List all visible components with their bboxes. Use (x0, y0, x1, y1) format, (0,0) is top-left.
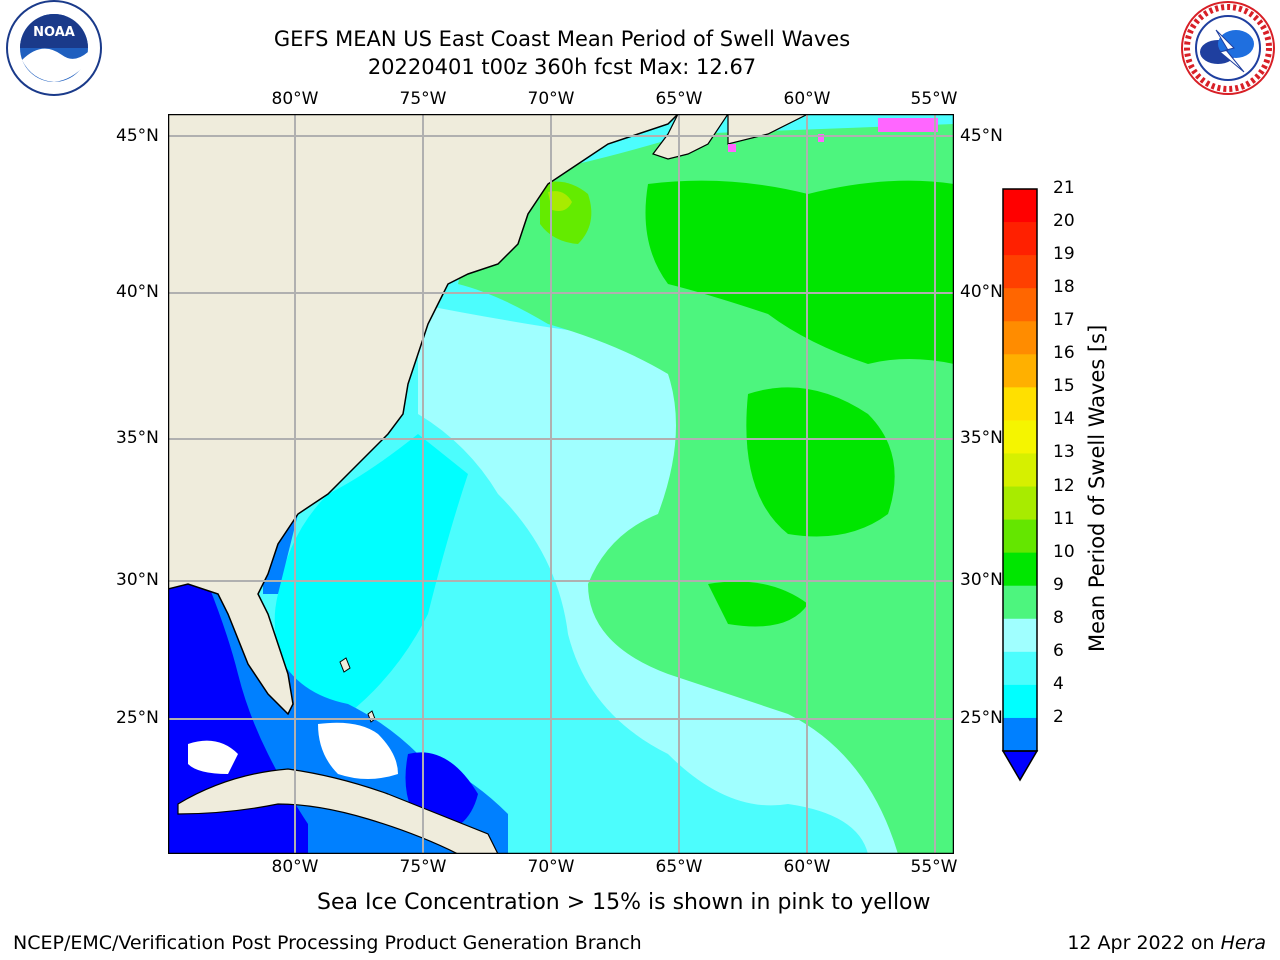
graticule (168, 114, 954, 854)
footer-credit: NCEP/EMC/Verification Post Processing Pr… (13, 932, 642, 954)
bahamas-island-1 (339, 657, 351, 673)
lat-label-left: 25°N (116, 708, 159, 728)
colorbar-tick-label: 18 (1053, 277, 1075, 298)
colorbar-tick-label: 15 (1053, 376, 1075, 397)
lat-label-right: 30°N (960, 570, 1003, 590)
colorbar-tick-label: 8 (1053, 607, 1064, 628)
lat-label-left: 45°N (116, 126, 159, 146)
colorbar-segment (1003, 189, 1037, 223)
lat-label-right: 25°N (960, 708, 1003, 728)
sea-ice-patch-1 (878, 118, 938, 132)
lat-label-left: 30°N (116, 570, 159, 590)
colorbar-segment (1003, 717, 1037, 752)
colorbar-tick-label: 17 (1053, 310, 1075, 331)
cuba-land (177, 768, 499, 854)
colorbar-extend-arrow (1001, 750, 1039, 782)
colorbar-segment (1003, 255, 1037, 289)
lon-label-top: 60°W (783, 89, 831, 109)
ocean-region-10-11-north (645, 180, 954, 364)
noaa-logo: NOAA (6, 0, 102, 96)
colorbar-segment (1003, 354, 1037, 388)
lat-label-left: 35°N (116, 428, 159, 448)
noaa-logo-text: NOAA (33, 25, 75, 40)
colorbar-tick-label: 14 (1053, 409, 1075, 430)
colorbar-segment (1003, 387, 1037, 421)
colorbar-segment (1003, 552, 1037, 587)
colorbar-tick-label: 19 (1053, 244, 1075, 265)
colorbar-frame (1002, 188, 1038, 752)
lon-label-bottom: 55°W (910, 857, 958, 877)
lon-label-top: 75°W (399, 89, 447, 109)
nodata-patch-1 (188, 740, 238, 774)
colorbar-tick-label: 11 (1053, 508, 1075, 529)
colorbar (1001, 188, 1039, 782)
lon-label-bottom: 75°W (399, 857, 447, 877)
sea-ice-patch-2 (728, 144, 736, 152)
map-subtitle: 20220401 t00z 360h fcst Max: 12.67 (367, 55, 757, 79)
lat-label-right: 35°N (960, 428, 1003, 448)
colorbar-tick-label: 6 (1053, 640, 1064, 661)
colorbar-segment (1003, 486, 1037, 521)
ocean-region-4-6 (274, 434, 468, 714)
colorbar-tick-label: 9 (1053, 574, 1064, 595)
lon-label-top: 70°W (527, 89, 575, 109)
lat-label-right: 40°N (960, 282, 1003, 302)
colorbar-tick-label: 16 (1053, 343, 1075, 364)
ocean-region-10-11-central (746, 387, 895, 537)
colorbar-tick-label: 12 (1053, 475, 1075, 496)
colorbar-tick-label: 4 (1053, 673, 1064, 694)
lon-label-top: 65°W (655, 89, 703, 109)
lon-label-top: 80°W (271, 89, 319, 109)
colorbar-segment (1003, 453, 1037, 488)
swell-period-map (168, 114, 954, 854)
lon-label-bottom: 70°W (527, 857, 575, 877)
lon-label-bottom: 60°W (783, 857, 831, 877)
colorbar-tick-label: 10 (1053, 541, 1075, 562)
colorbar-tick-label: 13 (1053, 442, 1075, 463)
nws-logo (1181, 1, 1275, 95)
colorbar-segment (1003, 684, 1037, 719)
colorbar-tick-label: 2 (1053, 706, 1064, 727)
ocean-region-10-11-patch (708, 581, 808, 627)
colorbar-tick-label: 20 (1053, 211, 1075, 232)
nodata-patch-2 (318, 722, 398, 779)
lon-label-bottom: 80°W (271, 857, 319, 877)
footer-date: 12 Apr 2022 on Hera (1067, 932, 1266, 954)
sea-ice-patch-3 (818, 134, 824, 142)
ocean-region-12-13 (548, 191, 572, 211)
colorbar-segment (1003, 420, 1037, 454)
colorbar-title: Mean Period of Swell Waves [s] (1085, 324, 1109, 652)
colorbar-segment (1003, 321, 1037, 355)
lon-label-top: 55°W (910, 89, 958, 109)
footer-date-text: 12 Apr 2022 on (1067, 932, 1221, 954)
sea-ice-caption: Sea Ice Concentration > 15% is shown in … (317, 890, 931, 915)
colorbar-segment (1003, 288, 1037, 322)
footer-machine: Hera (1220, 932, 1266, 954)
colorbar-segment (1003, 585, 1037, 620)
lat-label-left: 40°N (116, 282, 159, 302)
colorbar-tick-label: 21 (1053, 178, 1075, 198)
colorbar-segment (1003, 222, 1037, 256)
lon-label-bottom: 65°W (655, 857, 703, 877)
map-title: GEFS MEAN US East Coast Mean Period of S… (273, 27, 851, 51)
colorbar-segment (1003, 519, 1037, 554)
colorbar-segment (1003, 651, 1037, 686)
colorbar-segment (1003, 618, 1037, 653)
lat-label-right: 45°N (960, 126, 1003, 146)
map-frame (168, 114, 954, 854)
